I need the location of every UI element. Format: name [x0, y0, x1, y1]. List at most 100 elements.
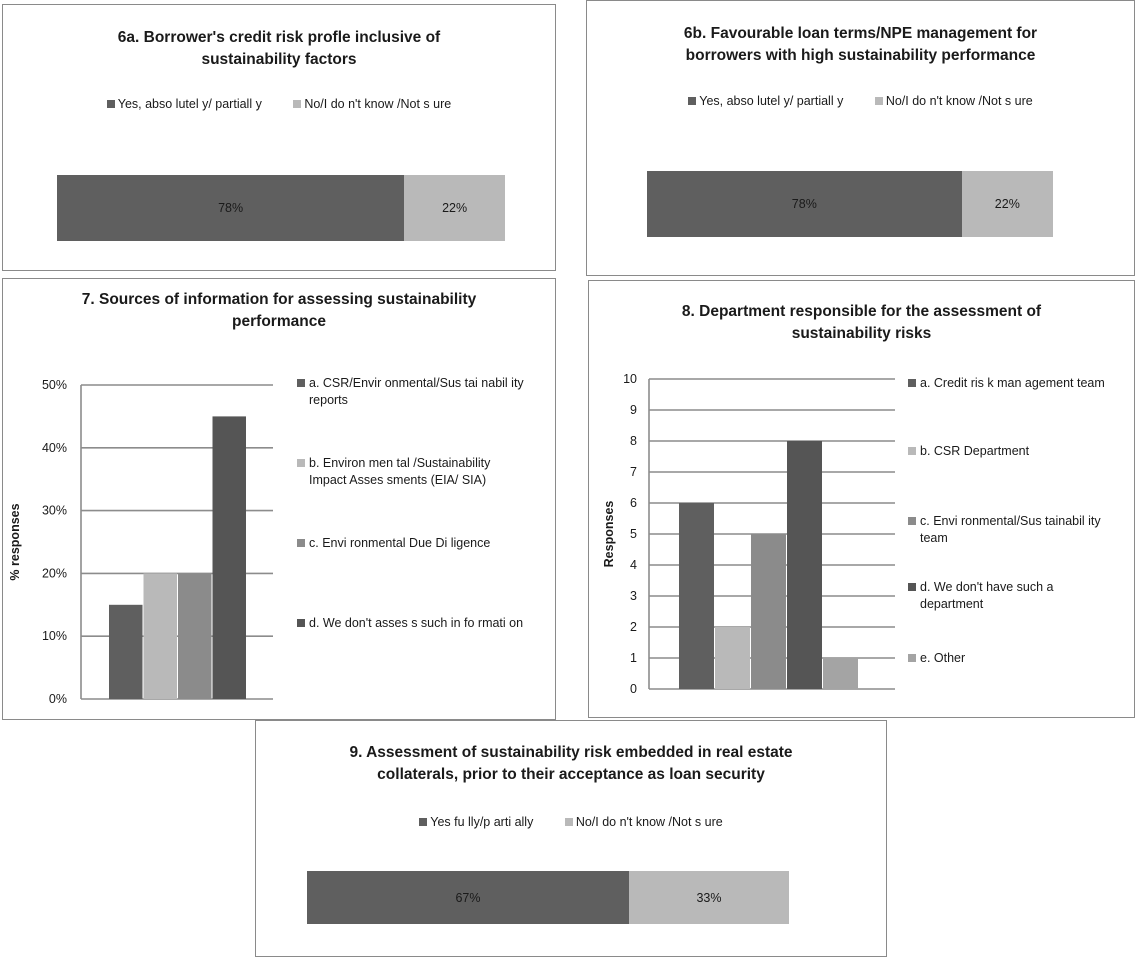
panel-6b: 6b. Favourable loan terms/NPE management… — [586, 0, 1135, 276]
legend-label: team — [920, 531, 948, 545]
y-tick-label: 1 — [630, 651, 637, 665]
bar-segment-no: 33% — [628, 871, 789, 924]
legend-swatch — [908, 583, 916, 591]
legend-item: e. Other — [908, 650, 1134, 667]
legend-label: c. Envi ronmental Due Di ligence — [309, 536, 491, 550]
y-tick-label: 40% — [42, 441, 67, 455]
legend-label: c. Envi ronmental/Sus tainabil ity — [920, 514, 1101, 528]
data-label: 78% — [218, 201, 244, 215]
legend-swatch — [908, 654, 916, 662]
y-tick-label: 9 — [630, 403, 637, 417]
legend-item: No/I do n't know /Not s ure — [874, 94, 1033, 108]
legend-label: department — [920, 597, 984, 611]
chart-title-line: sustainability risks — [791, 325, 932, 342]
data-label: 78% — [791, 197, 817, 211]
y-tick-label: 10 — [623, 372, 637, 386]
chart-title-line: 8. Department responsible for the assess… — [681, 303, 1042, 320]
legend-label: reports — [309, 393, 348, 407]
legend-swatch — [419, 818, 428, 826]
legend-label: d. We don't have such a — [920, 580, 1054, 594]
y-axis-label: Responses — [602, 501, 616, 568]
y-tick-label: 30% — [42, 504, 67, 518]
chart-title-line: 9. Assessment of sustainability risk emb… — [349, 744, 793, 761]
bar-chart-7: 0% 10% 20% 30% 40% 50% % responses — [8, 378, 273, 706]
chart-title-line: performance — [232, 313, 326, 330]
chart-title: 9. Assessment of sustainability risk emb… — [256, 742, 886, 786]
chart-title: 6a. Borrower's credit risk profle inclus… — [3, 27, 555, 71]
bar — [787, 441, 822, 689]
bar-segment-yes: 78% — [57, 175, 405, 241]
legend-swatch — [106, 100, 115, 108]
legend-item: d. We don't asses s such in fo rmati on — [297, 615, 555, 632]
y-tick-label: 4 — [630, 558, 637, 572]
data-label: 33% — [696, 890, 722, 905]
data-label: 67% — [455, 890, 481, 905]
legend-item: Yes, abso lutel y/ partiall y — [106, 97, 262, 111]
legend-item: c. Envi ronmental Due Di ligence — [297, 535, 555, 552]
legend-item: c. Envi ronmental/Sus tainabil ity team — [908, 513, 1134, 547]
legend-label: b. Environ men tal /Sustainability — [309, 456, 491, 470]
panel-8: 8. Department responsible for the assess… — [588, 280, 1135, 718]
legend-swatch — [908, 447, 916, 455]
bar — [715, 627, 750, 689]
panel-6a: 6a. Borrower's credit risk profle inclus… — [2, 4, 556, 271]
panel-9: 9. Assessment of sustainability risk emb… — [255, 720, 887, 957]
legend-label: b. CSR Department — [920, 444, 1030, 458]
y-tick-label: 50% — [42, 378, 67, 392]
y-axis-label: % responses — [8, 503, 22, 580]
legend-item: Yes, abso lutel y/ partiall y — [688, 94, 843, 108]
legend-swatch — [908, 379, 916, 387]
chart-title: 7. Sources of information for assessing … — [3, 289, 555, 333]
panel-7: 7. Sources of information for assessing … — [2, 278, 556, 720]
legend-item: Yes fu lly/p arti ally — [419, 815, 533, 829]
bar — [751, 534, 786, 689]
legend-item: b. Environ men tal /Sustainability Impact… — [297, 455, 555, 489]
legend-swatch — [297, 379, 305, 387]
y-tick-label: 0% — [49, 692, 67, 706]
chart-title-line: 7. Sources of information for assessing … — [81, 291, 477, 308]
bar — [823, 658, 858, 689]
y-tick-label: 8 — [630, 434, 637, 448]
legend-item: No/I do n't know /Not s ure — [293, 97, 451, 111]
bar-segment-no: 22% — [961, 171, 1053, 237]
legend-swatch — [297, 459, 305, 467]
bar-chart-8: 0 1 2 3 4 5 6 7 8 9 10 Responses — [602, 372, 895, 696]
bar — [143, 573, 177, 699]
legend-swatch — [293, 100, 302, 108]
legend-label: Yes, abso lutel y/ partiall y — [699, 94, 844, 108]
legend-item: a. CSR/Envir onmental/Sus tai nabil ity r… — [297, 375, 555, 409]
stacked-bar: 78% 22% — [57, 175, 505, 241]
legend: Yes fu lly/p arti ally No/I do n't know … — [256, 815, 886, 829]
legend-label: No/I do n't know /Not s ure — [885, 94, 1033, 108]
legend-swatch — [297, 619, 305, 627]
bar — [212, 416, 246, 699]
legend-item: a. Credit ris k man agement team — [908, 375, 1134, 392]
legend-swatch — [297, 539, 305, 547]
stacked-bar: 67% 33% — [307, 871, 789, 924]
legend-label: No/I do n't know /Not s ure — [575, 815, 723, 829]
chart-title: 8. Department responsible for the assess… — [589, 301, 1134, 345]
chart-title: 6b. Favourable loan terms/NPE management… — [587, 23, 1134, 67]
chart-title-line: sustainability factors — [201, 51, 357, 68]
legend-swatch — [908, 517, 916, 525]
chart-title-line: 6a. Borrower's credit risk profle inclus… — [117, 29, 441, 46]
legend-label: Impact Asses sments (EIA/ SIA) — [309, 473, 487, 487]
y-tick-label: 10% — [42, 629, 67, 643]
stacked-bar: 78% 22% — [647, 171, 1053, 237]
legend: Yes, abso lutel y/ partiall y No/I do n'… — [3, 97, 555, 111]
legend-label: Yes, abso lutel y/ partiall y — [117, 97, 262, 111]
legend-item: b. CSR Department — [908, 443, 1134, 460]
y-tick-label: 5 — [630, 527, 637, 541]
bar — [109, 604, 143, 699]
y-tick-label: 3 — [630, 589, 637, 603]
y-tick-label: 2 — [630, 620, 637, 634]
chart-title-line: borrowers with high sustainability perfo… — [685, 47, 1036, 64]
legend: Yes, abso lutel y/ partiall y No/I do n'… — [587, 94, 1134, 108]
legend-swatch — [688, 97, 697, 105]
data-label: 22% — [994, 197, 1020, 211]
bar-segment-yes: 67% — [307, 871, 629, 924]
legend-item: d. We don't have such a department — [908, 579, 1134, 613]
y-tick-label: 0 — [630, 682, 637, 696]
legend-swatch — [564, 818, 573, 826]
y-tick-label: 20% — [42, 566, 67, 580]
